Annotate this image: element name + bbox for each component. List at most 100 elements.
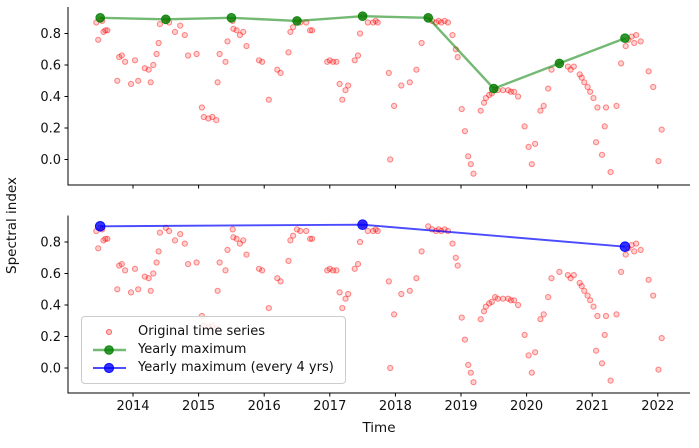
scatter-point xyxy=(209,113,216,121)
scatter-point xyxy=(364,19,371,26)
scatter-point xyxy=(413,66,420,73)
scatter-point xyxy=(467,369,474,376)
scatter-point xyxy=(326,57,333,64)
scatter-point xyxy=(127,289,135,296)
x-tick-label: 2014 xyxy=(116,399,149,414)
scatter-point xyxy=(127,80,135,88)
scatter-point xyxy=(356,238,364,246)
scatter-point xyxy=(333,267,340,274)
scatter-point xyxy=(482,95,489,102)
scatter-point xyxy=(147,79,154,86)
scatter-point xyxy=(243,43,250,50)
scatter-point xyxy=(153,259,160,266)
scatter-point xyxy=(135,286,142,293)
scatter-point xyxy=(309,27,316,34)
scatter-point xyxy=(618,268,625,275)
axes-spines xyxy=(67,7,690,186)
scatter-point xyxy=(482,303,489,310)
scatter-point xyxy=(645,276,652,283)
scatter-point xyxy=(131,57,139,64)
x-tick-label: 2021 xyxy=(576,399,609,414)
scatter-point xyxy=(214,79,221,86)
scatter-point xyxy=(470,170,477,177)
x-tick-label: 2017 xyxy=(313,399,346,414)
scatter-point xyxy=(114,77,121,84)
scatter-point xyxy=(607,169,614,176)
scatter-point xyxy=(141,273,148,280)
legend-label: Original time series xyxy=(138,324,266,339)
scatter-point xyxy=(567,275,574,282)
scatter-point xyxy=(333,58,340,65)
scatter-point xyxy=(528,161,535,168)
scatter-point xyxy=(243,251,250,258)
scatter-point xyxy=(655,158,662,165)
scatter-point xyxy=(587,88,594,95)
scatter-point xyxy=(594,312,601,320)
yearly-max-marker xyxy=(95,12,105,23)
scatter-point xyxy=(633,240,640,247)
scatter-point xyxy=(398,82,405,89)
scatter-point xyxy=(309,235,316,242)
scatter-point xyxy=(510,88,518,95)
scatter-point xyxy=(505,295,512,302)
scatter-point xyxy=(118,52,125,59)
scatter-point xyxy=(116,262,123,269)
scatter-point xyxy=(470,379,477,386)
scatter-point xyxy=(601,331,608,338)
scatter-point xyxy=(465,153,472,160)
y-tick-label: 0.0 xyxy=(40,362,61,377)
scatter-point xyxy=(593,347,600,354)
x-tick-label: 2018 xyxy=(379,399,412,414)
scatter-point xyxy=(285,257,292,264)
scatter-point xyxy=(229,226,236,233)
scatter-point xyxy=(240,237,247,244)
scatter-point xyxy=(581,79,588,86)
scatter-point xyxy=(181,32,188,39)
scatter-point xyxy=(193,259,200,266)
scatter-point xyxy=(259,58,266,65)
x-tick-label: 2016 xyxy=(248,399,281,414)
scatter-point xyxy=(537,107,544,114)
scatter-point xyxy=(122,267,129,274)
yearly-max-marker xyxy=(161,14,171,25)
scatter-point xyxy=(185,261,192,268)
y-tick-label: 0.2 xyxy=(40,330,61,345)
scatter-point xyxy=(590,95,597,102)
scatter-point xyxy=(645,68,652,75)
scatter-point xyxy=(372,17,379,24)
y-tick-label: 0.0 xyxy=(40,153,61,168)
scatter-point xyxy=(594,104,601,111)
y-tick-label: 0.6 xyxy=(40,267,61,282)
scatter-point xyxy=(330,267,337,274)
scatter-point xyxy=(307,235,314,242)
scatter-dot-icon xyxy=(105,328,113,336)
scatter-point xyxy=(297,227,304,235)
scatter-point xyxy=(351,57,358,64)
scatter-point xyxy=(613,311,620,318)
scatter-point xyxy=(477,316,484,323)
scatter-point xyxy=(438,19,445,26)
scatter-point xyxy=(236,240,243,247)
scatter-point xyxy=(567,66,574,73)
scatter-point xyxy=(150,270,157,277)
scatter-point xyxy=(200,113,207,121)
scatter-point xyxy=(510,297,518,304)
scatter-point xyxy=(277,278,284,285)
scatter-point xyxy=(171,28,179,35)
scatter-point xyxy=(345,290,352,298)
scatter-point xyxy=(303,227,310,235)
scatter-point xyxy=(480,308,488,315)
scatter-point xyxy=(581,287,588,294)
scatter-point xyxy=(406,79,413,86)
scatter-point xyxy=(274,66,281,73)
x-tick-label: 2015 xyxy=(182,399,215,414)
scatter-point xyxy=(578,74,585,81)
x-tick-label: 2019 xyxy=(444,399,477,414)
scatter-point xyxy=(255,57,263,64)
yearly-max-marker xyxy=(357,11,368,22)
scatter-point xyxy=(492,294,499,301)
scatter-point xyxy=(598,151,606,158)
scatter-point xyxy=(354,52,362,59)
legend-item-yearly-max: Yearly maximum xyxy=(91,342,334,358)
